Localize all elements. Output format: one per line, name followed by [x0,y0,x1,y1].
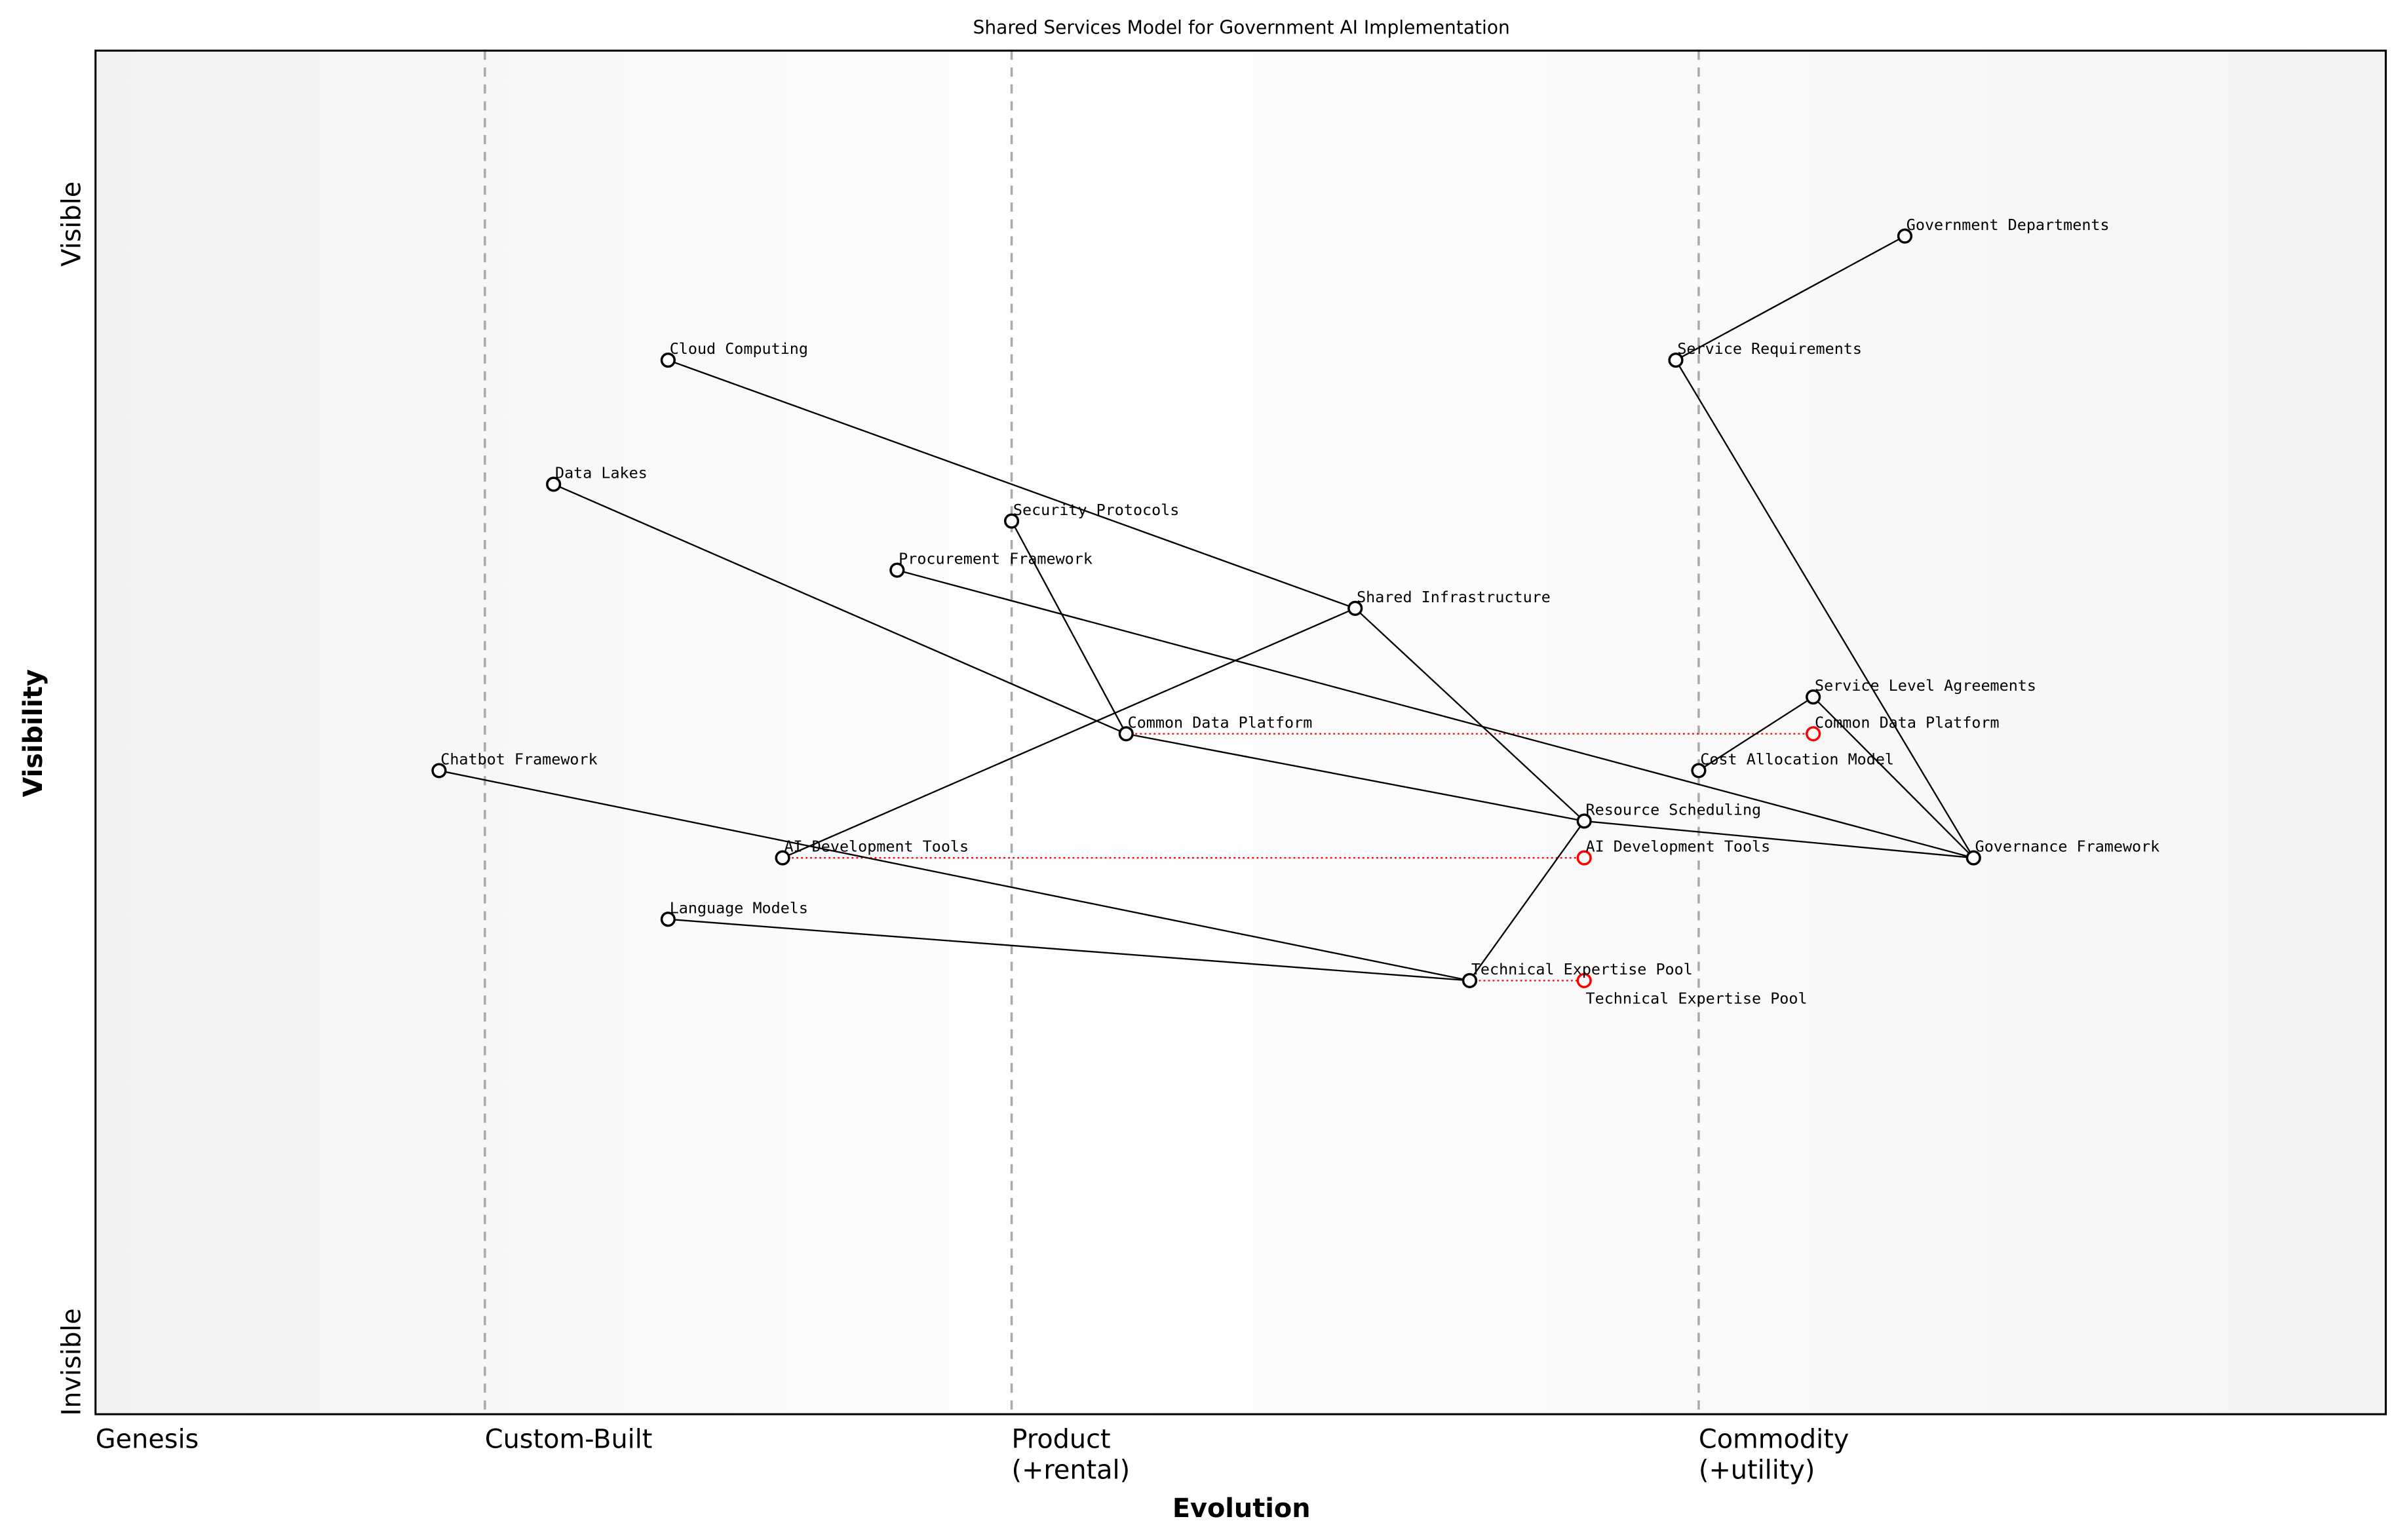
node-label-service-level-agreements: Service Level Agreements [1815,676,2036,695]
node-label-security-protocols: Security Protocols [1013,501,1179,519]
evolved-label-technical-expertise-pool: Technical Expertise Pool [1586,989,1808,1007]
node-language-models [660,912,676,927]
x-stage-label-line: Product [1012,1425,1111,1455]
node-shared-infrastructure [1347,600,1363,616]
node-label-cost-allocation-model: Cost Allocation Model [1700,750,1894,769]
node-data-lakes [546,476,562,492]
node-technical-expertise-pool [1461,972,1478,988]
link-resource-scheduling-to-technical-expertise-pool [1469,820,1585,982]
node-label-data-lakes: Data Lakes [555,464,648,482]
node-governance-framework [1965,850,1981,866]
link-cloud-computing-to-shared-infrastructure [667,359,1356,609]
node-label-shared-infrastructure: Shared Infrastructure [1357,588,1551,606]
link-language-models-to-technical-expertise-pool [668,918,1470,982]
node-label-resource-scheduling: Resource Scheduling [1586,801,1762,819]
node-label-technical-expertise-pool: Technical Expertise Pool [1471,960,1693,978]
plot-background [95,50,2386,1415]
x-stage-label-line: Genesis [96,1425,199,1455]
node-common-data-platform [1118,726,1134,742]
node-chatbot-framework [431,763,447,779]
x-stage-label-line: (+rental) [1012,1455,1131,1485]
evolved-label-ai-development-tools: AI Development Tools [1586,837,1771,856]
chart-title: Shared Services Model for Government AI … [973,16,1510,38]
y-label-invisible: Invisible [56,1308,87,1415]
node-label-procurement-framework: Procurement Framework [899,550,1093,568]
link-resource-scheduling-to-governance-framework [1584,820,1974,859]
node-ai-development-tools [775,850,790,866]
evolved-node-technical-expertise-pool [1576,972,1592,988]
link-chatbot-framework-to-technical-expertise-pool [438,769,1470,982]
link-government-departments-to-service-requirements [1675,235,1906,361]
node-cost-allocation-model [1691,763,1707,779]
x-stage-label-product-rental: Product (+rental) [1012,1425,1131,1486]
node-government-departments [1897,228,1913,244]
x-stage-label-custom-built: Custom-Built [485,1425,653,1455]
node-cloud-computing [660,353,676,368]
evolved-label-common-data-platform: Common Data Platform [1815,713,2000,731]
node-security-protocols [1003,513,1020,529]
x-stage-label-line: Custom-Built [485,1425,653,1455]
x-stage-label-genesis: Genesis [96,1425,199,1455]
link-procurement-framework-to-governance-framework [897,569,1974,859]
node-label-government-departments: Government Departments [1906,216,2110,234]
evolved-node-ai-development-tools [1576,850,1592,866]
node-label-ai-development-tools: AI Development Tools [784,837,969,856]
node-label-cloud-computing: Cloud Computing [670,339,808,358]
x-stage-label-line: Commodity [1699,1425,1849,1455]
node-procurement-framework [889,562,905,578]
link-service-level-agreements-to-governance-framework [1812,696,1975,858]
evolved-node-common-data-platform [1806,726,1821,742]
link-common-data-platform-to-resource-scheduling [1126,733,1585,822]
link-service-requirements-to-governance-framework [1674,359,1975,858]
link-security-protocols-to-common-data-platform [1011,520,1127,735]
node-resource-scheduling [1576,813,1592,829]
plot-frame [94,49,2387,1415]
node-service-requirements [1668,353,1684,368]
node-label-service-requirements: Service Requirements [1677,339,1862,358]
link-service-level-agreements-to-cost-allocation-model [1698,696,1814,771]
link-shared-infrastructure-to-resource-scheduling [1354,607,1585,822]
node-label-governance-framework: Governance Framework [1975,837,2160,856]
x-axis-label: Evolution [1172,1493,1311,1524]
node-label-language-models: Language Models [670,898,808,917]
node-label-chatbot-framework: Chatbot Framework [440,750,597,769]
link-shared-infrastructure-to-ai-development-tools [782,607,1356,859]
link-data-lakes-to-common-data-platform [553,483,1127,735]
y-label-visible: Visible [56,182,87,267]
node-label-common-data-platform: Common Data Platform [1128,713,1313,731]
x-stage-label-line: (+utility) [1699,1455,1815,1485]
x-stage-label-commodity-utility: Commodity (+utility) [1699,1425,1849,1486]
y-axis-label: Visibility [18,669,48,797]
node-service-level-agreements [1806,689,1821,705]
